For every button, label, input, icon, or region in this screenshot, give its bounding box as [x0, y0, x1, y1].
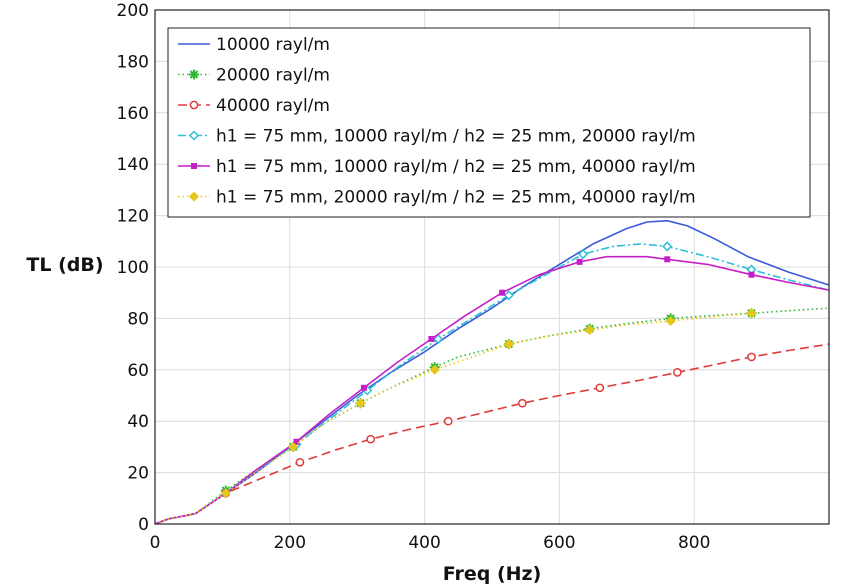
- series-5-marker: [746, 308, 757, 319]
- legend-marker-5: [189, 191, 199, 202]
- series-5-marker: [220, 488, 231, 499]
- series-line-1: [154, 307, 830, 525]
- series-3-marker: [433, 333, 444, 345]
- series-2-marker: [673, 368, 682, 377]
- series-5-marker: [584, 324, 595, 335]
- series-4-marker: [428, 335, 435, 342]
- series-line-4: [154, 255, 830, 525]
- y-tick-label: 40: [127, 412, 149, 432]
- legend-label: h1 = 75 mm, 10000 rayl/m / h2 = 25 mm, 4…: [216, 157, 696, 177]
- y-tick-label: 120: [117, 207, 149, 227]
- y-tick-label: 140: [117, 155, 149, 175]
- tick-labels: 0 200 400 600 800 0 20 40 60 80 100 120 140 160 180 200: [117, 1, 711, 553]
- legend-box: [167, 27, 811, 218]
- series-5-marker: [503, 339, 514, 350]
- y-tick-label: 100: [117, 258, 149, 278]
- series-3-marker: [662, 241, 673, 252]
- x-tick-label: 200: [274, 533, 306, 553]
- series-4-marker: [664, 256, 671, 263]
- legend-marker-1: [189, 69, 199, 80]
- legend-label: 40000 rayl/m: [216, 96, 330, 116]
- series-2-marker: [443, 416, 453, 426]
- y-tick-label: 200: [117, 1, 149, 21]
- series-5-marker: [288, 441, 299, 452]
- legend-marker-2: [189, 100, 199, 110]
- y-axis-title: TL (dB): [26, 254, 103, 276]
- series-5-marker: [355, 398, 366, 409]
- series-3-marker: [503, 290, 514, 301]
- series-2-marker: [366, 434, 376, 444]
- legend: 10000 rayl/m 20000 rayl/m 40000 rayl/m h1 =…: [167, 27, 811, 218]
- series-2-marker: [747, 352, 756, 362]
- series-layer: [154, 219, 830, 525]
- series-2-marker: [595, 383, 605, 393]
- series-line-3: [154, 243, 830, 525]
- x-tick-label: 400: [408, 533, 440, 553]
- x-tick-label: 800: [678, 533, 710, 553]
- series-4-marker: [499, 289, 506, 296]
- x-tick-label: 0: [150, 533, 161, 553]
- y-tick-label: 80: [127, 309, 149, 329]
- series-line-2: [154, 343, 830, 525]
- y-tick-label: 20: [127, 464, 149, 484]
- legend-label: h1 = 75 mm, 10000 rayl/m / h2 = 25 mm, 2…: [216, 127, 696, 147]
- y-tick-label: 160: [117, 104, 149, 124]
- series-line-0: [154, 219, 830, 525]
- x-axis-title: Freq (Hz): [443, 563, 542, 585]
- plot-frame: [154, 9, 830, 525]
- series-5-marker: [665, 315, 676, 326]
- series-4-marker: [576, 258, 583, 265]
- legend-label: h1 = 75 mm, 20000 rayl/m / h2 = 25 mm, 4…: [216, 188, 696, 208]
- y-tick-label: 60: [127, 361, 149, 381]
- series-4-marker: [360, 384, 367, 391]
- y-tick-label: 0: [138, 515, 149, 535]
- series-line-5: [154, 312, 752, 525]
- series-4-marker: [293, 438, 300, 445]
- y-tick-label: 180: [117, 52, 149, 72]
- x-tick-label: 600: [543, 533, 575, 553]
- series-2-marker: [517, 398, 527, 408]
- legend-marker-3: [188, 130, 200, 141]
- series-5-marker: [429, 364, 440, 375]
- legend-label: 10000 rayl/m: [216, 35, 330, 55]
- legend-label: 20000 rayl/m: [216, 66, 330, 86]
- legend-marker-4: [191, 163, 197, 169]
- series-2-marker: [295, 457, 305, 467]
- series-4-marker: [748, 271, 755, 278]
- series-3-marker: [577, 249, 589, 260]
